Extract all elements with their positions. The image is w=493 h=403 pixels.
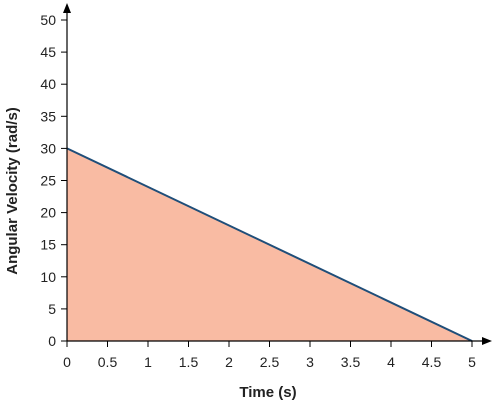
x-tick-label: 2.5 [260,354,280,370]
y-tick-label: 35 [40,108,56,124]
x-axis: 0 0.5 1 1.5 2 2.5 3 3.5 4 4.5 5 [63,337,492,370]
y-tick-label: 50 [40,12,56,28]
y-tick-label: 25 [40,173,56,189]
x-tick-label: 3.5 [341,354,361,370]
y-axis-arrow-icon [63,3,71,13]
series-line [66,147,473,342]
x-axis-arrow-icon [482,337,492,345]
y-tick-label: 10 [40,269,56,285]
y-tick-label: 45 [40,44,56,60]
x-tick-label: 3 [306,354,314,370]
x-tick-label: 4 [387,354,395,370]
x-tick-label: 0.5 [98,354,118,370]
y-tick-label: 15 [40,237,56,253]
y-tick-label: 5 [48,301,56,317]
y-axis: 0 5 10 15 20 25 30 35 40 45 50 [40,3,71,349]
y-axis-title: Angular Velocity (rad/s) [4,107,21,275]
x-tick-label: 1 [144,354,152,370]
x-tick-label: 1.5 [179,354,199,370]
plot-area [66,147,473,342]
y-tick-label: 30 [40,140,56,156]
x-tick-label: 5 [468,354,476,370]
x-tick-label: 2 [225,354,233,370]
x-tick-label: 0 [63,354,71,370]
y-tick-label: 20 [40,205,56,221]
y-tick-label: 0 [48,333,56,349]
x-tick-label: 4.5 [422,354,442,370]
x-axis-title: Time (s) [239,384,296,401]
y-tick-label: 40 [40,76,56,92]
